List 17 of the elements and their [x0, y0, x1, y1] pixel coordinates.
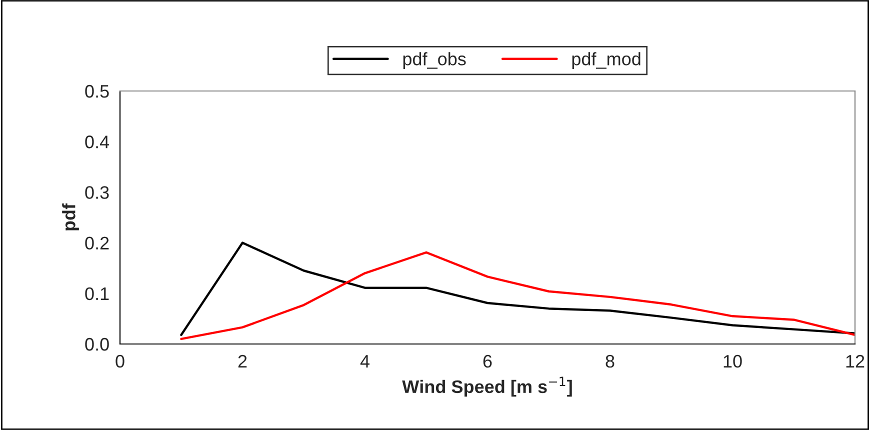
x-tick-label: 0: [116, 354, 124, 368]
legend-label: pdf_obs: [403, 52, 466, 69]
x-tick-label: 2: [238, 354, 247, 368]
legend-label: pdf_mod: [572, 52, 640, 69]
x-tick-label: 6: [483, 354, 492, 368]
y-tick-label: 0.2: [85, 236, 109, 250]
y-tick-label: 0.1: [85, 287, 109, 300]
y-tick-label: 0.3: [85, 186, 109, 199]
y-tick-label: 0.4: [85, 136, 110, 148]
y-axis-title: pdf: [62, 203, 79, 230]
y-tick-label: 0.5: [85, 84, 109, 98]
x-tick-label: 10: [724, 354, 742, 368]
x-tick-label: 8: [606, 354, 614, 368]
x-tick-label: 4: [360, 355, 370, 368]
x-tick-label: 12: [846, 354, 864, 368]
y-tick-label: 0.0: [85, 338, 109, 351]
x-axis-title: Wind Speed [m s$^{−1}$]: [402, 376, 572, 397]
